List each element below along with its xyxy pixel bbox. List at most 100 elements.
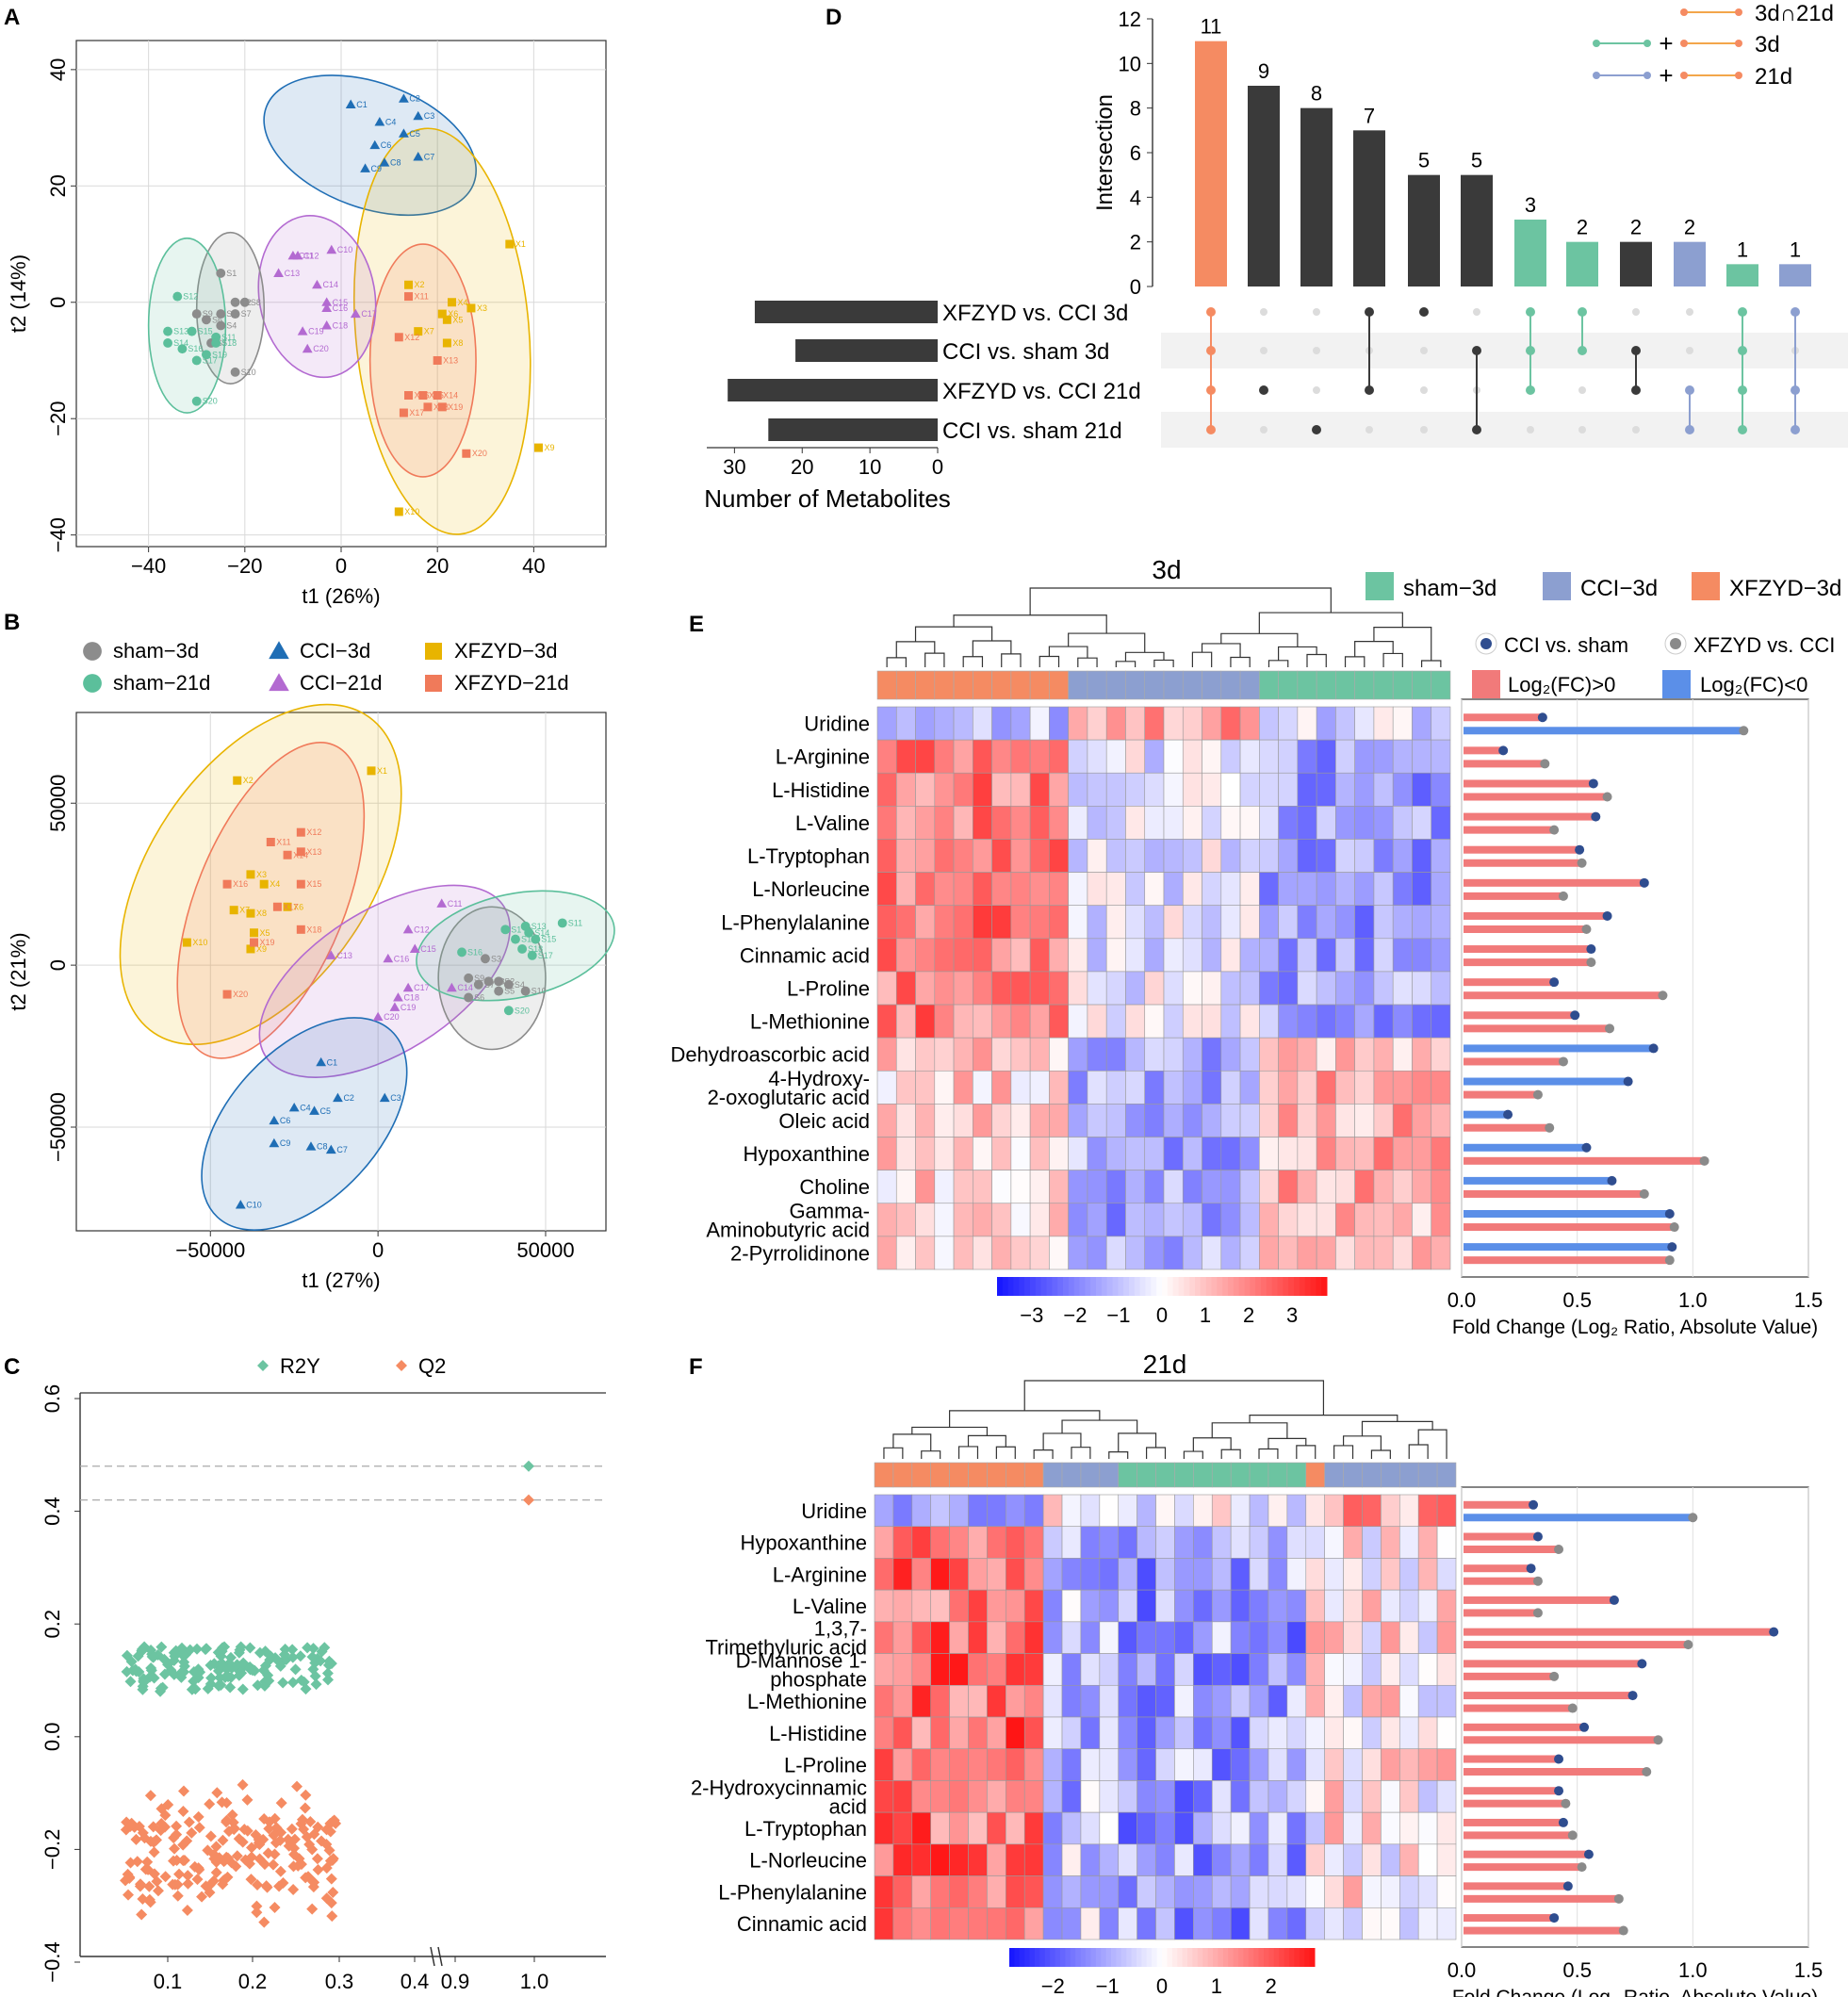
legend-label: CCI−3d xyxy=(300,639,370,663)
heatmap-cell xyxy=(1099,1780,1120,1813)
heatmap-cell xyxy=(1354,872,1375,907)
q2-permuted-point xyxy=(268,1858,280,1871)
heatmap-cell xyxy=(1297,1070,1317,1105)
fold-change-dot xyxy=(1739,726,1749,736)
colorbar-segment xyxy=(1085,1277,1091,1296)
colorbar-segment xyxy=(1096,1277,1103,1296)
dendrogram-branch xyxy=(967,1434,1006,1448)
heatmap-cell xyxy=(1431,839,1451,873)
q2-permuted-point xyxy=(300,1789,312,1801)
dendrogram-branch xyxy=(1118,1432,1157,1452)
heatmap-cell xyxy=(1099,1875,1120,1908)
row-label: L-Tryptophan xyxy=(744,1817,867,1841)
group-annotation-cell xyxy=(1087,670,1107,700)
heatmap-cell xyxy=(1099,1589,1120,1623)
heatmap-cell xyxy=(1398,1558,1419,1591)
dendrogram-branch xyxy=(962,656,984,667)
data-point xyxy=(503,1006,514,1016)
matrix-dot-filled xyxy=(1206,346,1216,355)
heatmap-cell xyxy=(1335,1070,1355,1105)
legend-label: XFZYD−21d xyxy=(454,671,569,695)
x-tick-label: 50000 xyxy=(516,1238,574,1262)
heatmap-cell xyxy=(1155,1811,1175,1845)
group-annotation-cell xyxy=(895,670,916,700)
dendrogram-branch xyxy=(1068,632,1146,653)
heatmap-cell xyxy=(1193,1621,1213,1654)
heatmap-cell xyxy=(1259,872,1279,907)
heatmap-cell xyxy=(1118,1875,1137,1908)
heatmap-cell xyxy=(968,1526,988,1559)
point-label: C13 xyxy=(285,269,301,278)
fold-change-dot xyxy=(1688,1513,1698,1523)
data-point xyxy=(399,408,408,417)
point-label: S17 xyxy=(538,951,553,960)
data-point xyxy=(325,1144,336,1154)
heatmap-cell xyxy=(1174,1526,1194,1559)
heatmap-cell xyxy=(911,1621,932,1654)
group-annotation-cell xyxy=(1297,670,1317,700)
fold-change-dot xyxy=(1602,792,1612,802)
heatmap-cell xyxy=(1144,971,1165,1006)
heatmap-cell xyxy=(1006,1558,1025,1591)
colorbar-segment xyxy=(1116,1948,1122,1967)
data-point xyxy=(229,906,238,915)
y-tick-label: 40 xyxy=(46,58,70,81)
dendrogram-branch xyxy=(1153,659,1174,667)
fold-change-bar xyxy=(1464,1723,1585,1731)
heatmap-cell xyxy=(1193,1716,1213,1750)
matrix-dot-filled xyxy=(1472,346,1481,355)
heatmap-cell xyxy=(1381,1811,1400,1845)
row-label: Oleic acid xyxy=(778,1109,870,1133)
colorbar-tick-label: 3 xyxy=(1286,1303,1298,1327)
matrix-row-shade xyxy=(1161,333,1848,368)
heatmap-cell xyxy=(1137,1843,1156,1876)
heatmap-cell xyxy=(1354,1104,1375,1138)
fold-change-dot xyxy=(1683,1640,1693,1650)
bar-value-label: 1 xyxy=(1737,237,1748,261)
colorbar-segment xyxy=(1050,1948,1056,1967)
point-label: X1 xyxy=(377,766,387,776)
colorbar-segment xyxy=(1195,1277,1202,1296)
colorbar-segment xyxy=(1044,1948,1051,1967)
heatmap-cell xyxy=(874,1684,894,1718)
r2y-permuted-point xyxy=(294,1650,306,1662)
heatmap-cell xyxy=(1006,1716,1025,1750)
fold-change-dot xyxy=(1627,1691,1638,1701)
heatmap-cell xyxy=(1373,706,1394,741)
heatmap-cell xyxy=(1023,1494,1044,1528)
heatmap-cell xyxy=(1105,772,1126,807)
heatmap-cell xyxy=(1373,905,1394,940)
heatmap-cell xyxy=(1010,872,1031,907)
point-label: S12 xyxy=(521,935,536,944)
row-label: L-Valine xyxy=(795,811,870,835)
data-point xyxy=(394,507,403,516)
heatmap-cell xyxy=(911,1907,932,1940)
data-point xyxy=(402,924,414,934)
heatmap-cell xyxy=(953,706,973,741)
group-legend-swatch xyxy=(1692,572,1720,600)
group-annotation-cell xyxy=(1343,1462,1363,1488)
heatmap-cell xyxy=(1335,739,1355,774)
point-label: X10 xyxy=(404,507,419,516)
matrix-dot-filled xyxy=(1365,307,1374,317)
data-point xyxy=(394,333,403,342)
heatmap-cell xyxy=(1144,806,1165,840)
heatmap-cell xyxy=(1354,1037,1375,1072)
y-tick-label: 12 xyxy=(1119,8,1141,31)
fold-change-bar xyxy=(1464,1596,1614,1604)
heatmap-cell xyxy=(987,1716,1006,1750)
heatmap-cell xyxy=(1087,905,1107,940)
heatmap-cell xyxy=(1099,1653,1120,1686)
heatmap-cell xyxy=(1335,806,1355,840)
r2y-permuted-point xyxy=(145,1664,157,1677)
colorbar-segment xyxy=(1213,1948,1218,1967)
heatmap-cell xyxy=(1436,1526,1457,1559)
heatmap-cell xyxy=(1202,872,1222,907)
heatmap-cell xyxy=(1259,1004,1279,1039)
q2-permuted-point xyxy=(325,1873,337,1885)
heatmap-cell xyxy=(1087,1070,1107,1105)
heatmap-cell xyxy=(1305,1653,1325,1686)
q2-permuted-point xyxy=(177,1806,189,1818)
heatmap-cell xyxy=(1239,1236,1260,1270)
heatmap-cell xyxy=(1029,839,1050,873)
